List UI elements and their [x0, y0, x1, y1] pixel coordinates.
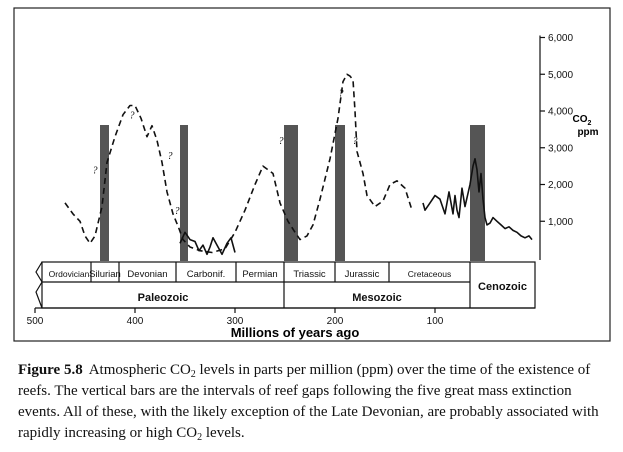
y-tick-label: 3,000 — [548, 143, 573, 154]
caption-subscript: 2 — [190, 369, 196, 380]
y-axis-label: CO2 ppm — [573, 114, 599, 138]
reef-gap-bars — [100, 125, 485, 261]
reef-gap-bar-5 — [470, 125, 485, 261]
timescale-break-mark — [35, 261, 43, 309]
question-mark-6: ? — [339, 88, 344, 99]
figure-caption: Figure 5.8 Atmospheric CO2 levels in part… — [18, 360, 610, 444]
svg-text:ppm: ppm — [577, 127, 598, 138]
reef-gap-bar-2 — [180, 125, 188, 261]
y-tick-label: 1,000 — [548, 217, 573, 228]
series-line-3 — [179, 231, 236, 256]
question-mark-5: ? — [279, 136, 284, 147]
reef-gap-bar-1 — [100, 125, 109, 261]
era-label-cenozoic: Cenozoic — [478, 281, 527, 293]
period-label-triassic: Triassic — [293, 269, 326, 280]
period-label-ordovician: Ordovician — [49, 269, 90, 279]
x-tick-label: 100 — [427, 316, 444, 327]
y-tick-label: 6,000 — [548, 33, 573, 44]
series-line-2 — [422, 158, 533, 241]
period-label-jurassic: Jurassic — [345, 269, 380, 280]
caption-label: Figure 5.8 — [18, 362, 83, 378]
period-label-carbonif: Carbonif. — [187, 269, 226, 280]
timescale-frame — [41, 261, 536, 309]
period-label-permian: Permian — [242, 269, 277, 280]
era-label-mesozoic: Mesozoic — [352, 292, 402, 304]
y-axis: 1,000 2,000 3,000 4,000 5,000 6,000 — [539, 33, 573, 260]
co2-series-lines — [64, 73, 533, 256]
question-mark-1: ? — [93, 165, 98, 176]
question-mark-7: ? — [353, 136, 358, 147]
caption-text-part: levels in parts per million (ppm) over t… — [18, 362, 599, 441]
x-axis-label: Millions of years ago — [231, 325, 360, 340]
series-line-1 — [64, 73, 413, 254]
question-marks: ??????? — [93, 88, 358, 217]
co2-chart: ??????? 1,000 2,000 3,000 4,000 5,000 6,000 O… — [13, 7, 611, 342]
chart-frame — [13, 7, 611, 342]
x-tick-label: 400 — [127, 316, 144, 327]
x-tick-label: 300 — [227, 316, 244, 327]
era-label-paleozoic: Paleozoic — [138, 292, 189, 304]
caption-text: Atmospheric CO2 levels in parts per mill… — [18, 362, 599, 443]
caption-text-part: Atmospheric CO — [88, 362, 191, 378]
period-label-silurian: Silurian — [89, 269, 121, 280]
reef-gap-bar-3 — [284, 125, 298, 261]
caption-subscript: 2 — [197, 432, 203, 443]
caption-text-part: levels. — [202, 425, 245, 441]
x-axis: 500 400 300 200 100 — [27, 307, 535, 327]
question-mark-3: ? — [168, 151, 173, 162]
reef-gap-bar-4 — [335, 125, 345, 261]
question-mark-4: ? — [175, 206, 180, 217]
y-tick-label: 5,000 — [548, 70, 573, 81]
x-tick-label: 500 — [27, 316, 44, 327]
x-tick-label: 200 — [327, 316, 344, 327]
period-label-devonian: Devonian — [127, 269, 167, 280]
svg-text:CO2: CO2 — [573, 114, 592, 127]
geologic-timescale: Ordovician Silurian Devonian Carbonif. Permi… — [35, 261, 536, 309]
y-tick-label: 4,000 — [548, 107, 573, 118]
period-label-cretaceous: Cretaceous — [408, 269, 451, 279]
question-mark-2: ? — [130, 110, 135, 121]
y-tick-label: 2,000 — [548, 180, 573, 191]
